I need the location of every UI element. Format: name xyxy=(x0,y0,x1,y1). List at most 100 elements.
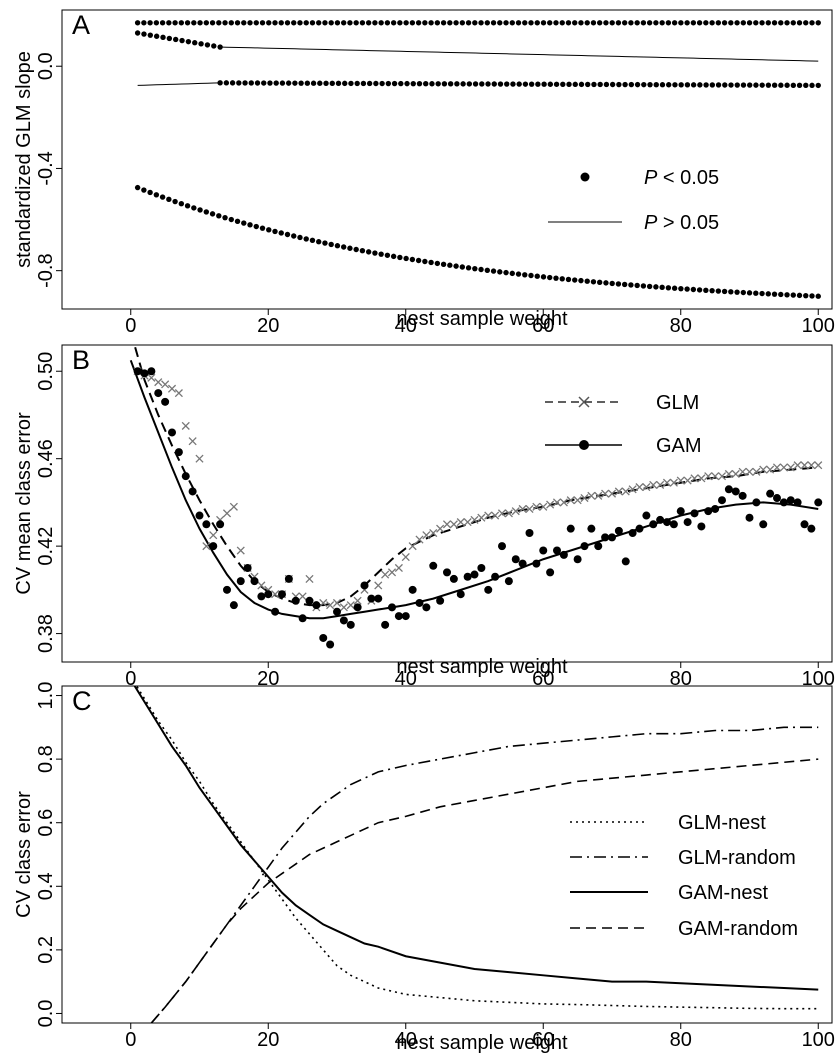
slope-point xyxy=(398,80,404,87)
glm-point xyxy=(511,507,520,516)
slope-point xyxy=(771,20,778,26)
x-axis-label: nest sample weight xyxy=(396,1032,568,1054)
slope-point xyxy=(578,20,584,26)
gam-point xyxy=(291,596,300,605)
slope-point xyxy=(565,276,572,283)
gam-point xyxy=(484,585,493,594)
gam-point xyxy=(738,491,747,500)
slope-point xyxy=(254,80,261,86)
gam-point xyxy=(608,533,616,542)
slope-point xyxy=(803,82,809,89)
slope-point xyxy=(815,20,821,26)
gam-point xyxy=(621,557,630,566)
slope-point xyxy=(403,20,409,26)
slope-point xyxy=(134,20,141,26)
slope-point xyxy=(616,81,622,88)
gam-point xyxy=(601,533,610,542)
glm-point xyxy=(607,489,617,498)
gam-point xyxy=(498,542,506,551)
slope-point xyxy=(291,20,297,26)
slope-point xyxy=(185,38,192,45)
legend-gam-nest-label: GAM-nest xyxy=(678,882,768,904)
y-tick-label: 0.4 xyxy=(35,872,57,900)
slope-point xyxy=(478,20,484,26)
glm-point xyxy=(738,467,747,476)
slope-point xyxy=(317,80,323,86)
slope-point xyxy=(684,20,690,26)
gam-point xyxy=(174,448,183,457)
slope-point xyxy=(510,81,516,87)
slope-point xyxy=(447,20,453,26)
slope-point xyxy=(316,20,322,26)
slope-point xyxy=(379,80,385,87)
slope-point xyxy=(622,81,628,88)
gam-point xyxy=(436,596,445,605)
slope-point xyxy=(528,20,534,26)
glm-point xyxy=(552,498,562,507)
slope-point xyxy=(572,81,578,88)
slope-point xyxy=(390,20,397,26)
slope-point xyxy=(503,20,509,26)
slope-point xyxy=(746,20,753,26)
slope-point xyxy=(659,284,665,291)
glm-point xyxy=(236,546,245,555)
slope-point xyxy=(609,20,615,26)
slope-point xyxy=(784,82,790,88)
slope-point xyxy=(528,81,535,87)
gam-point xyxy=(814,498,823,507)
glm-point xyxy=(642,483,651,492)
slope-point xyxy=(434,260,441,267)
gam-point xyxy=(161,397,170,406)
slope-point xyxy=(423,81,429,87)
gam-point xyxy=(656,515,665,524)
glm-point xyxy=(167,384,177,393)
gam-point xyxy=(209,542,218,551)
slope-point xyxy=(641,81,647,88)
gam-point xyxy=(628,529,637,538)
slope-point xyxy=(223,80,230,86)
slope-point xyxy=(696,20,703,26)
slope-point xyxy=(247,20,253,26)
slope-point xyxy=(222,214,228,221)
glm-point xyxy=(202,542,211,551)
slope-point xyxy=(646,283,653,290)
plot-frame xyxy=(61,685,833,1024)
slope-point xyxy=(734,20,740,26)
glm-point xyxy=(621,487,630,496)
slope-point xyxy=(329,80,335,87)
gam-point xyxy=(381,620,390,629)
slope-point xyxy=(522,20,528,26)
legend-point-marker xyxy=(580,172,590,182)
slope-point xyxy=(384,252,391,258)
slope-point xyxy=(292,80,298,86)
slope-point xyxy=(403,255,409,262)
slope-point xyxy=(784,292,790,298)
slope-point xyxy=(597,279,603,286)
gam-point xyxy=(319,633,328,642)
slope-point xyxy=(291,233,297,239)
slope-point xyxy=(809,20,815,26)
gam-point xyxy=(511,555,520,564)
slope-point xyxy=(504,81,510,87)
glm-point xyxy=(381,570,390,579)
slope-point xyxy=(378,20,384,26)
slope-point xyxy=(684,286,690,292)
slope-point xyxy=(173,36,179,43)
slope-point xyxy=(391,80,398,87)
slope-point xyxy=(553,81,560,87)
gam-point xyxy=(284,574,293,583)
y-axis-label: standardized GLM slope xyxy=(13,51,35,268)
gam-point xyxy=(449,574,458,583)
y-tick-label: 0.8 xyxy=(35,745,57,773)
gam-point xyxy=(532,559,541,568)
gam-point xyxy=(195,511,204,520)
glm-point xyxy=(690,474,699,483)
glm-point xyxy=(387,568,397,577)
slope-point xyxy=(803,20,809,26)
glm-point xyxy=(147,373,156,382)
slope-point xyxy=(566,81,572,88)
slope-point xyxy=(248,80,254,86)
slope-point xyxy=(653,81,659,88)
slope-point xyxy=(747,82,753,88)
glm-point xyxy=(305,574,314,583)
